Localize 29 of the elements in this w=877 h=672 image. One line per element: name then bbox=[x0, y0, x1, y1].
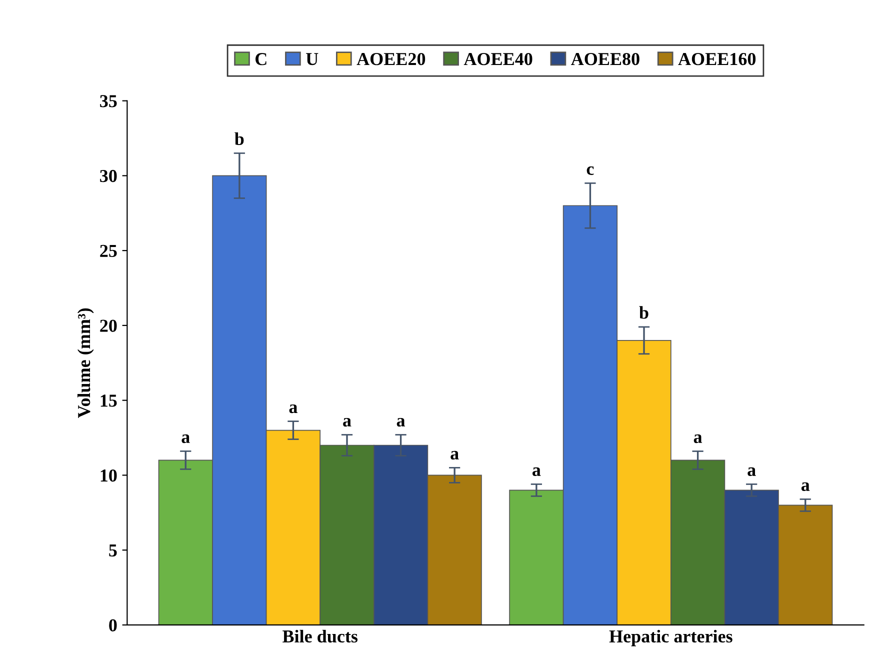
data-label: a bbox=[694, 434, 702, 444]
legend-label: AOEE160 bbox=[678, 52, 756, 66]
data-label: a bbox=[532, 467, 541, 476]
x-tick-label: Hepatic arteries bbox=[609, 630, 732, 646]
data-label: a bbox=[343, 418, 352, 427]
x-tick-label: Bile ducts bbox=[282, 630, 358, 643]
y-tick-label: 25 bbox=[100, 244, 117, 257]
legend-label: AOEE40 bbox=[464, 52, 532, 66]
data-label: b bbox=[234, 132, 244, 146]
data-label: a bbox=[396, 418, 406, 427]
data-label: a bbox=[182, 434, 190, 444]
y-tick-label: 15 bbox=[100, 394, 117, 407]
legend-label: AOEE20 bbox=[356, 52, 426, 66]
data-label: a bbox=[450, 450, 459, 460]
legend-label: AOEE80 bbox=[571, 52, 640, 66]
data-label: b bbox=[639, 306, 648, 319]
legend-label: U bbox=[306, 53, 318, 66]
y-tick-label: 30 bbox=[100, 170, 117, 182]
y-axis-title: Volume (mm³) bbox=[77, 308, 94, 418]
y-tick-label: 0 bbox=[109, 619, 117, 632]
y-tick-label: 5 bbox=[109, 544, 117, 557]
legend-label: C bbox=[256, 53, 266, 66]
data-label: c bbox=[586, 166, 594, 175]
y-tick-label: 10 bbox=[100, 469, 117, 482]
data-label: a bbox=[748, 467, 756, 476]
data-label: a bbox=[801, 482, 810, 491]
data-label: a bbox=[289, 404, 298, 414]
y-tick-label: 20 bbox=[100, 320, 117, 332]
y-tick-label: 35 bbox=[100, 95, 117, 108]
